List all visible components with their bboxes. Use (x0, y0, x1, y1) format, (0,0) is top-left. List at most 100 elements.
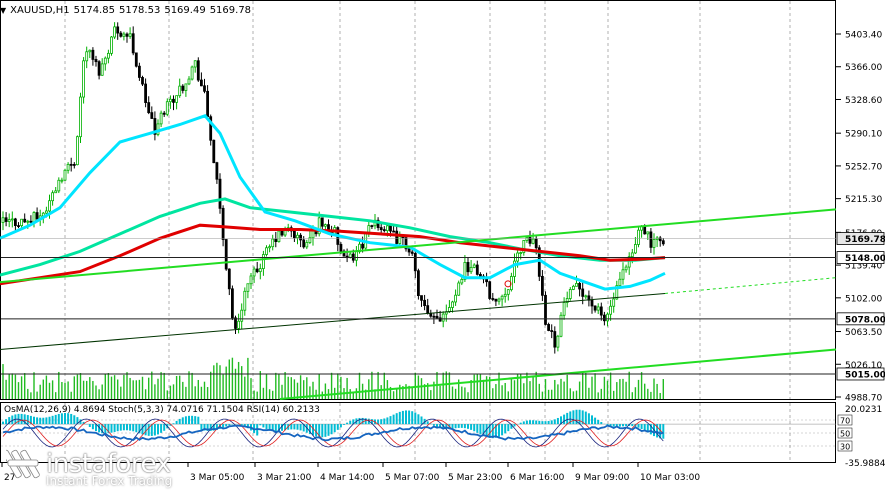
candle-body (534, 238, 538, 249)
candle-body (144, 83, 148, 103)
candle-body (35, 212, 39, 220)
candle-body (277, 230, 281, 243)
candle-body (1, 217, 5, 223)
instaforex-logo: instaforex Instant Forex Trading (6, 447, 172, 488)
candle-body (475, 264, 479, 275)
candle-body (320, 217, 324, 227)
candle-body (224, 239, 228, 270)
candle-body (97, 61, 101, 76)
candle-body (438, 317, 442, 322)
candle-body (305, 242, 309, 248)
time-tick-label: 9 Mar 09:00 (575, 473, 630, 483)
price-tick-label: 5252.70 (845, 162, 882, 172)
time-tick-label: 27 (4, 473, 15, 483)
time-axis[interactable]: 27 3 Mar 05:00 3 Mar 21:00 4 Mar 14:00 5 Mar… (1, 463, 700, 483)
close-value: 5169.78 (209, 4, 252, 16)
candle-body (54, 190, 58, 194)
candle-body (20, 218, 24, 227)
candle-body (72, 164, 76, 166)
candle-body (460, 279, 464, 284)
candle-body (451, 301, 454, 308)
price-tick-label: 5102.00 (845, 294, 882, 304)
candle-body (516, 252, 519, 262)
candle-body (178, 85, 182, 97)
time-tick-label: 3 Mar 21:00 (257, 473, 312, 483)
candle-body (627, 256, 631, 268)
candle-body (196, 60, 200, 81)
candle-body (658, 237, 662, 242)
candle-body (221, 207, 225, 240)
candle-body (193, 60, 197, 68)
candle-body (48, 200, 51, 212)
price-tick-label: 5366.00 (845, 63, 882, 73)
candle-body (441, 313, 445, 322)
price-tick-label: 5215.30 (845, 195, 882, 205)
channel-upper-line (0, 208, 837, 284)
osc-level-box (837, 414, 853, 426)
candle-body (624, 266, 628, 271)
chart-header: ▼ XAUUSD,H1 5174.85 5178.53 5169.49 5169… (0, 3, 251, 17)
candle-body (60, 179, 64, 182)
osc-axis-top-label: 20.0231 (845, 405, 882, 415)
candle-body (562, 302, 566, 316)
oscillator-pane[interactable]: 70 50 30 20.0231 -35.9884 (1, 405, 885, 469)
candle-body (609, 305, 612, 315)
time-tick-label: 6 Mar 16:00 (510, 473, 565, 483)
time-tick-label: 10 Mar 03:00 (640, 473, 700, 483)
candle-body (134, 52, 138, 67)
symbol-label: XAUUSD,H1 (10, 4, 70, 16)
candle-body (107, 52, 110, 59)
candle-body (237, 320, 241, 329)
price-tick-label: 5403.40 (845, 31, 882, 41)
candle-body (528, 237, 532, 244)
candle-body (392, 230, 396, 233)
grid-lines (64, 1, 791, 462)
dropdown-triangle-icon[interactable]: ▼ (0, 5, 7, 15)
candle-body (215, 162, 219, 180)
candle-body (581, 288, 585, 297)
candle-body (7, 219, 11, 222)
high-value: 5178.53 (118, 4, 161, 16)
candle-body (485, 278, 489, 283)
candle-body (361, 243, 365, 249)
candle-body (168, 98, 172, 103)
candle-body (500, 295, 504, 300)
osc-level-label: 70 (840, 417, 850, 426)
candle-body (389, 225, 392, 232)
candle-body (63, 169, 67, 181)
candle-body (156, 123, 160, 135)
candle-body (513, 260, 516, 277)
candle-body (76, 136, 79, 166)
price-axis[interactable]: 5403.40 5366.00 5328.60 5290.10 5252.70 5215.… (836, 31, 885, 404)
candle-body (519, 252, 523, 254)
candle-body (113, 26, 116, 38)
candle-body (119, 32, 123, 37)
candle-body (618, 278, 622, 287)
candle-body (596, 306, 600, 311)
candle-body (88, 49, 92, 53)
logo-name: instaforex (46, 449, 171, 479)
candle-body (249, 275, 253, 285)
candle-body (299, 234, 303, 241)
candle-body (339, 244, 343, 252)
candle-body (317, 217, 321, 235)
candle-body (621, 269, 625, 280)
candle-body (413, 252, 417, 272)
time-tick-label: 3 Mar 05:00 (190, 473, 245, 483)
candle-body (150, 112, 154, 119)
price-label-text: 5015.00 (845, 370, 885, 380)
price-tick-label: 4988.70 (845, 394, 882, 404)
candle-body (165, 101, 169, 115)
candle-body (23, 218, 27, 223)
candle-body (410, 251, 414, 254)
price-label-box (836, 367, 885, 381)
candle-body (252, 268, 256, 277)
rsi-line (2, 424, 664, 442)
candle-body (578, 282, 581, 290)
signal-marker (504, 280, 512, 288)
candle-body (100, 63, 104, 76)
candle-body (572, 285, 575, 290)
candle-body (199, 79, 203, 87)
